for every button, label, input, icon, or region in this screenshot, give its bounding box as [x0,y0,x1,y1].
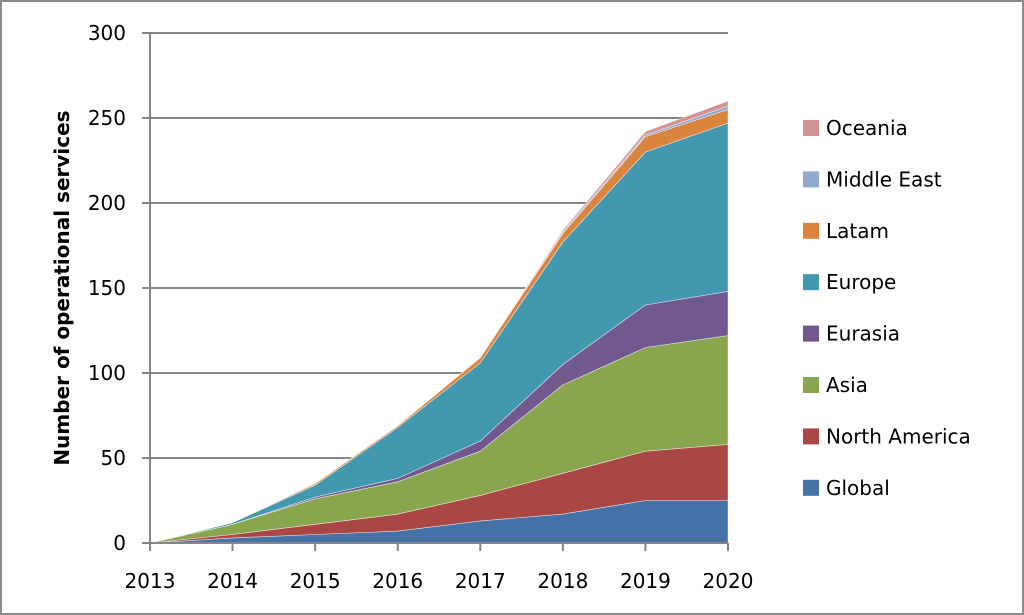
legend-item-europe: Europe [803,270,896,294]
legend-label: Middle East [826,167,942,191]
legend-swatch [803,325,819,342]
legend-swatch [803,222,819,239]
x-tick-label: 2018 [537,569,588,593]
legend-swatch [803,274,819,291]
legend-item-latam: Latam [803,219,889,243]
x-tick-labels: 2013 2014 2015 2016 2017 2018 2019 2020 [125,569,754,593]
legend-item-asia: Asia [803,373,868,397]
y-tick-labels: 0 50 100 150 200 250 300 [88,21,126,555]
x-tick-label: 2014 [207,569,258,593]
legend-swatch [803,479,819,496]
x-tick-label: 2015 [290,569,341,593]
legend-label: Europe [826,270,896,294]
legend-item-oceania: Oceania [803,116,908,140]
area-oceania [149,100,729,544]
axes [142,33,729,551]
legend-item-middle-east: Middle East [803,167,942,191]
y-tick-label: 300 [88,21,126,45]
y-tick-label: 0 [113,531,126,555]
legend-swatch [803,377,819,393]
legend-item-north-america: North America [803,424,971,448]
x-tick-label: 2013 [125,569,176,593]
legend-item-global: Global [803,476,890,500]
y-tick-label: 250 [88,106,126,130]
x-tick-label: 2020 [703,569,754,593]
y-axis-label: Number of operational services [50,110,74,465]
legend-label: Oceania [826,116,908,140]
legend-label: Latam [826,219,889,243]
legend-label: Asia [826,373,868,397]
areas [149,100,729,544]
x-tick-label: 2017 [455,569,506,593]
legend-label: Eurasia [826,322,900,346]
legend-swatch [803,171,819,188]
legend-label: Global [826,476,890,500]
legend: Oceania Middle East Latam Europe Eurasia Asia… [803,116,971,500]
legend-item-eurasia: Eurasia [803,322,900,346]
legend-swatch [803,428,819,445]
y-tick-label: 50 [101,446,126,470]
y-tick-label: 200 [88,191,126,215]
legend-swatch [803,120,819,136]
y-tick-label: 150 [88,276,126,300]
y-tick-label: 100 [88,361,126,385]
x-tick-label: 2016 [372,569,423,593]
x-tick-label: 2019 [620,569,671,593]
legend-label: North America [826,424,971,448]
